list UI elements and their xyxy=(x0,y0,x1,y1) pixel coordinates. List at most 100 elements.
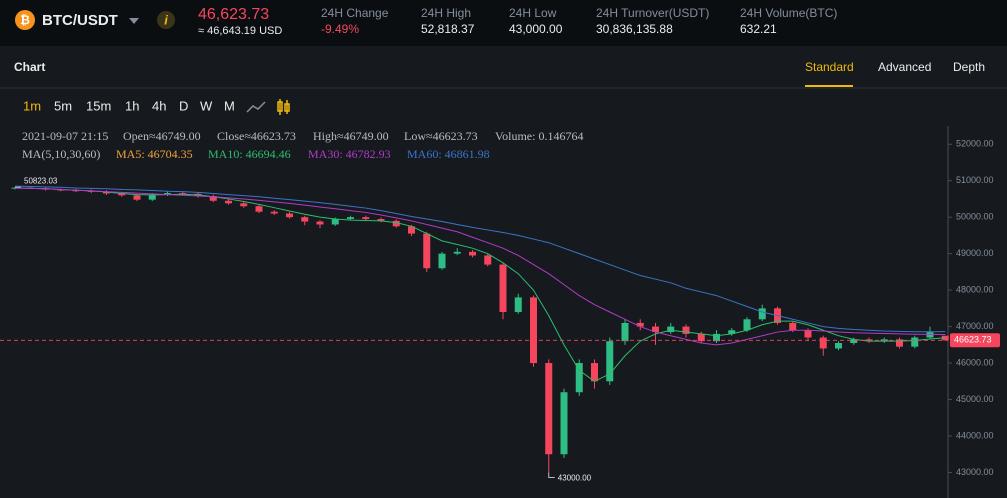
candle-body xyxy=(270,211,278,214)
y-tick-label: 52000.00 xyxy=(956,139,994,149)
interval[interactable]: M xyxy=(224,98,235,113)
stat-value: 632.21 xyxy=(740,22,777,36)
candle-body xyxy=(850,339,858,343)
info-glyph: i xyxy=(164,12,168,27)
candle-body xyxy=(484,255,492,265)
stat-label: 24H Volume(BTC) xyxy=(740,6,837,20)
stat-value: 52,818.37 xyxy=(421,22,475,36)
candle-body xyxy=(896,339,903,347)
candle-body xyxy=(438,253,446,269)
candle-body xyxy=(225,200,232,204)
candle-body xyxy=(499,264,507,312)
candle-body xyxy=(301,217,309,222)
candle-body xyxy=(255,206,263,212)
candle-body xyxy=(118,193,126,196)
candle-body xyxy=(408,226,415,234)
interval[interactable]: W xyxy=(200,98,213,113)
ohlc-info: Close≈46623.73 xyxy=(217,129,296,143)
ohlc-info: Open≈46749.00 xyxy=(123,129,201,143)
candle-body xyxy=(652,326,659,333)
low-pointer xyxy=(548,472,555,478)
candle-body xyxy=(667,326,675,333)
candle-body xyxy=(377,219,385,221)
candle-body xyxy=(682,326,690,334)
candle-body xyxy=(743,319,751,331)
candle-body xyxy=(606,341,614,382)
candle-body xyxy=(423,233,431,269)
candle-body xyxy=(362,217,370,219)
y-tick-label: 51000.00 xyxy=(956,175,994,185)
info-icon[interactable] xyxy=(157,11,175,29)
interval[interactable]: 4h xyxy=(152,98,166,113)
ma-line xyxy=(14,187,946,382)
ma-legend: MA5: 46704.35 xyxy=(116,147,193,161)
coin-glyph: ₿ xyxy=(20,13,30,27)
stat-value: 43,000.00 xyxy=(509,22,563,36)
candle-body xyxy=(164,193,171,195)
interval[interactable]: 1h xyxy=(125,98,139,113)
low-label: 43000.00 xyxy=(558,474,592,483)
candle-body xyxy=(697,333,705,342)
last-price: 46,623.73 xyxy=(198,6,269,23)
ma-legend: MA60: 46861.98 xyxy=(407,147,490,161)
candle-body xyxy=(469,251,476,256)
candle-body xyxy=(713,333,720,342)
stat-value: -9.49% xyxy=(321,22,359,36)
candle-body xyxy=(179,193,187,195)
ohlc-info: 2021-09-07 21:15 xyxy=(22,129,108,143)
coin-icon xyxy=(15,10,35,30)
ma-line xyxy=(14,185,946,333)
interval[interactable]: 1m xyxy=(23,98,41,113)
candle-body xyxy=(331,219,339,225)
interval[interactable]: 15m xyxy=(86,98,111,113)
last-price-tag xyxy=(950,333,1000,348)
interval[interactable]: 5m xyxy=(54,98,72,113)
symbol[interactable]: BTC/USDT xyxy=(42,12,118,29)
y-tick-label: 45000.00 xyxy=(956,394,994,404)
chart-tab-title: Chart xyxy=(14,60,45,74)
candle-body xyxy=(392,220,400,227)
candle-body xyxy=(560,392,568,455)
candle-body xyxy=(728,330,736,334)
candle-body xyxy=(621,322,629,342)
view-tab[interactable]: Standard xyxy=(805,60,854,74)
y-tick-label: 44000.00 xyxy=(956,430,994,440)
candle-body xyxy=(530,297,537,364)
candle-body xyxy=(148,194,156,200)
candle-body xyxy=(209,196,217,201)
candle-icon[interactable] xyxy=(277,99,290,115)
candle-body xyxy=(103,191,110,194)
candle-body xyxy=(789,322,797,331)
stat-label: 24H Turnover(USDT) xyxy=(596,6,709,20)
view-tab[interactable]: Depth xyxy=(953,60,985,74)
ohlc-info: Low≈46623.73 xyxy=(404,129,478,143)
y-tick-label: 43000.00 xyxy=(956,467,994,477)
usd-price: ≈ 46,643.19 USD xyxy=(198,25,282,37)
candle-body xyxy=(453,251,461,254)
stat-label: 24H High xyxy=(421,6,471,20)
stat-value: 30,836,135.88 xyxy=(596,22,673,36)
candle-body xyxy=(575,363,583,393)
candle-body xyxy=(804,330,812,338)
view-tab[interactable]: Advanced xyxy=(878,60,931,74)
ohlc-info: Volume: 0.146764 xyxy=(495,129,583,143)
candle-body xyxy=(286,213,293,218)
interval[interactable]: D xyxy=(179,98,188,113)
ma-legend: MA30: 46782.93 xyxy=(308,147,391,161)
stat-label: 24H Low xyxy=(509,6,557,20)
candle-body xyxy=(636,322,644,327)
y-tick-label: 48000.00 xyxy=(956,284,994,294)
y-tick-label: 50000.00 xyxy=(956,212,994,222)
dropdown-caret[interactable] xyxy=(129,18,139,24)
y-tick-label: 47000.00 xyxy=(956,321,994,331)
candle-body xyxy=(316,221,324,225)
ma-line xyxy=(14,187,946,346)
line-chart-icon[interactable] xyxy=(246,101,266,113)
high-label: 50823.03 xyxy=(24,176,58,185)
last-price-label: 46623.73 xyxy=(954,335,992,345)
tab-underline xyxy=(805,85,853,87)
candle-body xyxy=(758,308,766,320)
ma-title: MA(5,10,30,60) xyxy=(22,147,100,161)
